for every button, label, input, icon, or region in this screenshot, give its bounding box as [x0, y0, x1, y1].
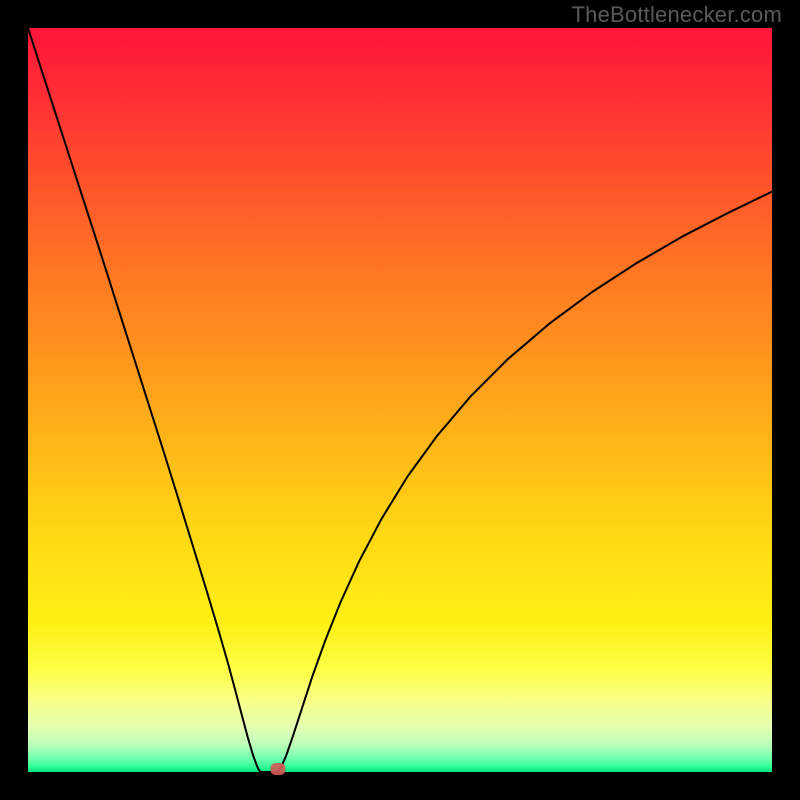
- gradient-background: [28, 28, 772, 772]
- chart-stage: TheBottlenecker.com: [0, 0, 800, 800]
- plot-area: [28, 28, 772, 772]
- watermark-label: TheBottlenecker.com: [572, 2, 782, 28]
